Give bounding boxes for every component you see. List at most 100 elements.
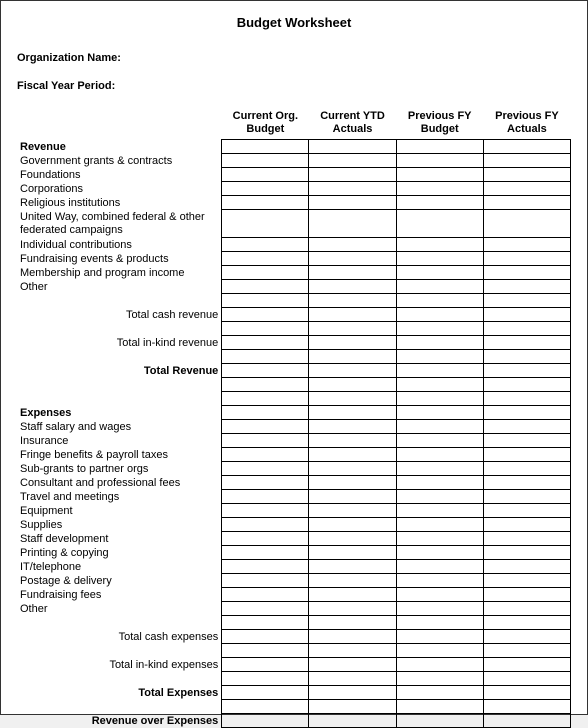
cell[interactable]: [483, 182, 570, 196]
cell[interactable]: [222, 616, 309, 630]
cell[interactable]: [483, 280, 570, 294]
cell[interactable]: [309, 364, 396, 378]
cell[interactable]: [309, 532, 396, 546]
cell[interactable]: [222, 182, 309, 196]
cell[interactable]: [222, 658, 309, 672]
cell[interactable]: [222, 518, 309, 532]
cell[interactable]: [222, 238, 309, 252]
cell[interactable]: [396, 476, 483, 490]
cell[interactable]: [309, 196, 396, 210]
cell[interactable]: [309, 238, 396, 252]
cell[interactable]: [396, 336, 483, 350]
cell[interactable]: [309, 644, 396, 658]
cell[interactable]: [396, 420, 483, 434]
cell[interactable]: [396, 168, 483, 182]
cell[interactable]: [222, 378, 309, 392]
cell[interactable]: [309, 420, 396, 434]
cell[interactable]: [396, 644, 483, 658]
cell[interactable]: [222, 140, 309, 154]
cell[interactable]: [222, 168, 309, 182]
cell[interactable]: [309, 336, 396, 350]
cell[interactable]: [396, 434, 483, 448]
cell[interactable]: [309, 616, 396, 630]
cell[interactable]: [309, 504, 396, 518]
cell[interactable]: [483, 588, 570, 602]
cell[interactable]: [396, 518, 483, 532]
cell[interactable]: [309, 700, 396, 714]
cell[interactable]: [309, 672, 396, 686]
cell[interactable]: [396, 140, 483, 154]
cell[interactable]: [396, 252, 483, 266]
cell[interactable]: [222, 280, 309, 294]
cell[interactable]: [483, 420, 570, 434]
cell[interactable]: [483, 252, 570, 266]
cell[interactable]: [396, 532, 483, 546]
cell[interactable]: [483, 308, 570, 322]
cell[interactable]: [309, 518, 396, 532]
cell[interactable]: [222, 196, 309, 210]
cell[interactable]: [483, 336, 570, 350]
cell[interactable]: [222, 574, 309, 588]
cell[interactable]: [309, 350, 396, 364]
cell[interactable]: [396, 700, 483, 714]
cell[interactable]: [396, 574, 483, 588]
cell[interactable]: [396, 308, 483, 322]
cell[interactable]: [483, 294, 570, 308]
cell[interactable]: [222, 588, 309, 602]
cell[interactable]: [483, 406, 570, 420]
cell[interactable]: [222, 630, 309, 644]
cell[interactable]: [483, 686, 570, 700]
cell[interactable]: [483, 574, 570, 588]
cell[interactable]: [222, 364, 309, 378]
cell[interactable]: [309, 154, 396, 168]
cell[interactable]: [396, 406, 483, 420]
cell[interactable]: [483, 196, 570, 210]
cell[interactable]: [483, 238, 570, 252]
cell[interactable]: [309, 252, 396, 266]
cell[interactable]: [396, 462, 483, 476]
cell[interactable]: [483, 546, 570, 560]
cell[interactable]: [222, 154, 309, 168]
cell[interactable]: [483, 630, 570, 644]
cell[interactable]: [309, 322, 396, 336]
cell[interactable]: [222, 322, 309, 336]
cell[interactable]: [309, 308, 396, 322]
cell[interactable]: [396, 154, 483, 168]
cell[interactable]: [309, 280, 396, 294]
cell[interactable]: [309, 266, 396, 280]
cell[interactable]: [309, 378, 396, 392]
cell[interactable]: [309, 602, 396, 616]
cell[interactable]: [222, 462, 309, 476]
cell[interactable]: [396, 196, 483, 210]
cell[interactable]: [309, 574, 396, 588]
cell[interactable]: [222, 602, 309, 616]
cell[interactable]: [309, 476, 396, 490]
cell[interactable]: [222, 294, 309, 308]
cell[interactable]: [483, 350, 570, 364]
cell[interactable]: [309, 546, 396, 560]
cell[interactable]: [309, 168, 396, 182]
cell[interactable]: [396, 714, 483, 728]
cell[interactable]: [396, 266, 483, 280]
cell[interactable]: [222, 420, 309, 434]
cell[interactable]: [483, 658, 570, 672]
cell[interactable]: [222, 686, 309, 700]
cell[interactable]: [309, 560, 396, 574]
cell[interactable]: [396, 448, 483, 462]
cell[interactable]: [309, 490, 396, 504]
cell[interactable]: [483, 364, 570, 378]
cell[interactable]: [309, 448, 396, 462]
cell[interactable]: [396, 602, 483, 616]
cell[interactable]: [483, 154, 570, 168]
cell[interactable]: [222, 210, 309, 238]
cell[interactable]: [222, 350, 309, 364]
cell[interactable]: [396, 378, 483, 392]
cell[interactable]: [483, 434, 570, 448]
cell[interactable]: [483, 266, 570, 280]
cell[interactable]: [222, 252, 309, 266]
cell[interactable]: [483, 168, 570, 182]
cell[interactable]: [222, 644, 309, 658]
cell[interactable]: [309, 658, 396, 672]
cell[interactable]: [222, 700, 309, 714]
cell[interactable]: [222, 392, 309, 406]
